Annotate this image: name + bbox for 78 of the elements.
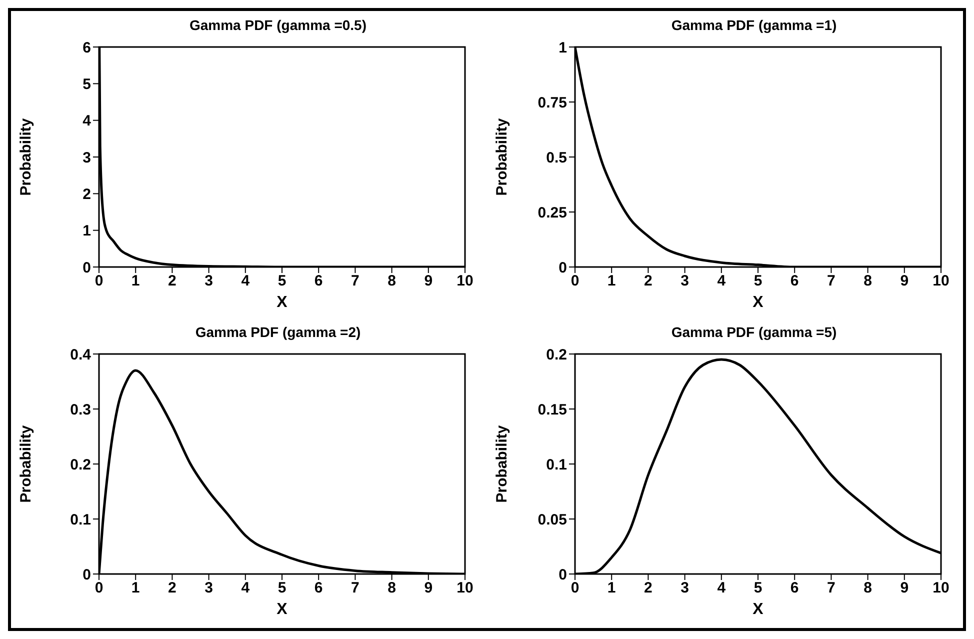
chart-title: Gamma PDF (gamma =1): [670, 16, 838, 35]
x-tick-label: 6: [314, 579, 323, 596]
y-tick-label: 0: [82, 259, 91, 276]
x-tick-label: 4: [241, 579, 250, 596]
x-tick-label: 1: [131, 579, 140, 596]
y-axis-title: Probability: [493, 118, 510, 196]
x-tick-label: 4: [717, 272, 726, 290]
x-tick-label: 8: [388, 272, 396, 290]
x-tick-label: 7: [351, 272, 360, 290]
y-tick-label: 0.1: [546, 456, 567, 473]
y-tick-label: 0.05: [538, 510, 567, 528]
x-tick-label: 4: [241, 272, 250, 290]
y-tick-label: 4: [82, 112, 92, 130]
x-tick-label: 5: [754, 579, 762, 596]
y-tick-label: 0.4: [70, 346, 92, 363]
x-tick-label: 2: [168, 272, 176, 290]
x-axis-title: X: [276, 600, 288, 618]
chart-title: Gamma PDF (gamma =0.5): [188, 16, 368, 35]
x-tick-label: 3: [680, 272, 689, 290]
x-tick-label: 5: [278, 579, 286, 596]
x-tick-label: 5: [278, 272, 286, 290]
x-axis-title: X: [752, 294, 764, 311]
x-tick-label: 5: [754, 272, 762, 290]
x-tick-label: 10: [932, 579, 950, 596]
x-axis-title: X: [276, 294, 288, 311]
y-tick-label: 0.5: [546, 149, 567, 166]
x-tick-label: 4: [717, 579, 726, 596]
x-tick-label: 7: [827, 272, 836, 290]
x-tick-label: 9: [424, 272, 433, 290]
x-tick-label: 2: [644, 579, 652, 596]
x-tick-label: 1: [607, 272, 616, 290]
y-axis-title: Probability: [493, 424, 510, 502]
x-tick-label: 1: [607, 579, 616, 596]
x-tick-label: 9: [424, 579, 433, 596]
x-tick-label: 1: [131, 272, 140, 290]
y-tick-label: 3: [82, 149, 91, 166]
y-tick-label: 0.2: [546, 346, 567, 363]
x-tick-label: 0: [570, 272, 580, 290]
x-tick-label: 3: [204, 579, 213, 596]
x-tick-label: 0: [94, 579, 104, 596]
x-tick-label: 0: [570, 579, 580, 596]
y-tick-label: 0.3: [70, 400, 91, 418]
y-tick-label: 1: [558, 39, 567, 56]
x-tick-label: 7: [827, 579, 836, 596]
y-tick-label: 0.25: [538, 204, 567, 222]
x-tick-label: 8: [864, 272, 872, 290]
y-tick-label: 0: [558, 566, 567, 583]
y-axis-title: Probability: [17, 118, 34, 196]
y-tick-label: 0.15: [538, 400, 567, 418]
x-tick-label: 2: [644, 272, 652, 290]
x-tick-label: 2: [168, 579, 176, 596]
x-tick-label: 9: [900, 579, 909, 596]
chart-title: Gamma PDF (gamma =2): [194, 322, 362, 342]
x-tick-label: 10: [456, 272, 474, 290]
y-tick-label: 5: [82, 76, 91, 93]
y-tick-label: 0.2: [70, 456, 91, 473]
x-tick-label: 7: [351, 579, 360, 596]
x-tick-label: 3: [680, 579, 689, 596]
y-tick-label: 0.1: [70, 510, 91, 528]
x-tick-label: 3: [204, 272, 213, 290]
y-tick-label: 1: [82, 222, 91, 240]
x-tick-label: 6: [790, 579, 799, 596]
y-tick-label: 2: [82, 186, 91, 203]
x-tick-label: 9: [900, 272, 909, 290]
y-axis-title: Probability: [17, 424, 34, 502]
y-tick-label: 0: [82, 566, 91, 583]
x-axis-title: X: [752, 600, 764, 618]
x-tick-label: 10: [932, 272, 950, 290]
y-tick-label: 6: [82, 39, 91, 56]
y-tick-label: 0.75: [538, 94, 567, 112]
x-tick-label: 8: [388, 579, 396, 596]
y-tick-label: 0: [558, 259, 567, 276]
x-tick-label: 0: [94, 272, 104, 290]
x-tick-label: 6: [790, 272, 799, 290]
x-tick-label: 8: [864, 579, 872, 596]
x-tick-label: 10: [456, 579, 474, 596]
chart-title: Gamma PDF (gamma =5): [670, 322, 838, 342]
x-tick-label: 6: [314, 272, 323, 290]
